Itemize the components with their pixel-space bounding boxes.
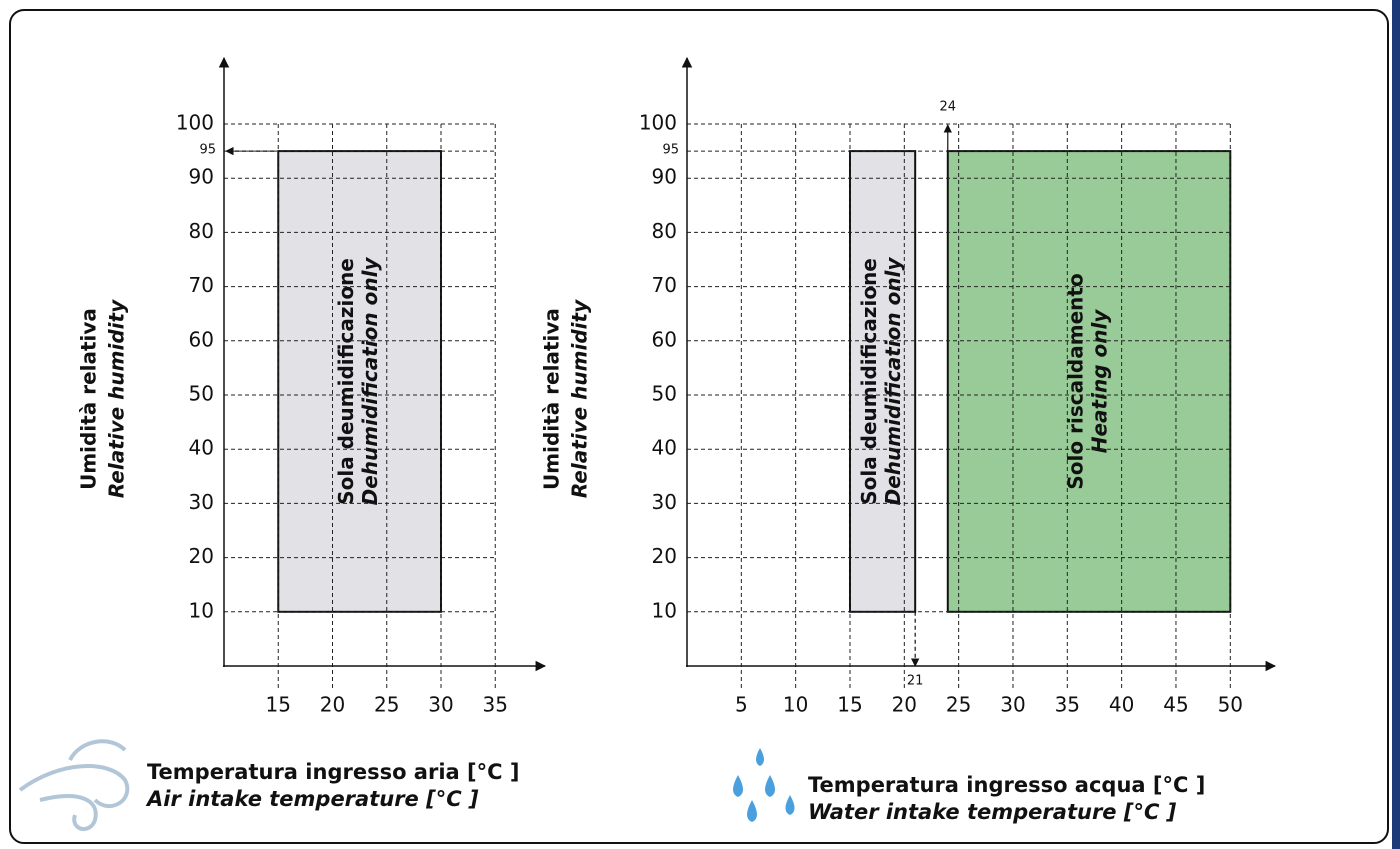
region-label: Heating only: [1088, 309, 1112, 454]
y-tick-label: 50: [652, 382, 677, 406]
region: [277, 150, 442, 613]
x-tick-label: 30: [1000, 693, 1025, 717]
y-tick-label: 40: [652, 436, 677, 460]
x-tick-label: 25: [946, 693, 971, 717]
y-tick-label: 20: [652, 544, 677, 568]
y-axis-title: Relative humidity: [105, 299, 129, 498]
y-tick-label: 100: [639, 111, 677, 135]
y-tick-label: 80: [189, 219, 214, 243]
y-tick-label: 20: [189, 544, 214, 568]
y-tick-label: 30: [652, 490, 677, 514]
water-icon: [733, 748, 795, 822]
y-axis-title: Relative humidity: [568, 299, 592, 498]
y-tick-label: 60: [652, 327, 677, 351]
annotation-label: 21: [907, 674, 924, 689]
x-axis-title: Air intake temperature [°C ]: [145, 787, 479, 811]
y-tick-label: 40: [189, 436, 214, 460]
region-label: Dehumidification only: [881, 257, 905, 506]
region-label: Sola deumidificazione: [334, 258, 358, 505]
y-tick-label: 10: [189, 598, 214, 622]
x-tick-label: 45: [1163, 693, 1188, 717]
y-tick-label: 50: [189, 382, 214, 406]
x-tick-label: 20: [320, 693, 345, 717]
air-icon: [18, 739, 130, 831]
x-axis-title: Temperatura ingresso acqua [°C ]: [808, 773, 1205, 797]
region-label: Sola deumidificazione: [857, 258, 881, 505]
x-tick-label: 5: [735, 693, 748, 717]
x-axis-title: Water intake temperature [°C ]: [808, 800, 1177, 824]
x-tick-label: 40: [1109, 693, 1134, 717]
x-tick-label: 10: [783, 693, 808, 717]
region: [848, 150, 917, 613]
annotation-label: 95: [199, 143, 216, 158]
x-tick-label: 35: [483, 693, 508, 717]
y-axis-title: Umidità relativa: [77, 308, 101, 490]
annotation-label: 24: [940, 100, 957, 115]
x-tick-label: 50: [1218, 693, 1243, 717]
x-tick-label: 20: [892, 693, 917, 717]
x-tick-label: 15: [266, 693, 291, 717]
y-tick-label: 10: [652, 598, 677, 622]
x-tick-label: 30: [428, 693, 453, 717]
edge-strip: [1392, 0, 1400, 849]
y-tick-label: 70: [652, 273, 677, 297]
y-tick-label: 90: [189, 165, 214, 189]
x-tick-label: 35: [1055, 693, 1080, 717]
y-tick-label: 30: [189, 490, 214, 514]
region: [946, 150, 1232, 613]
x-tick-label: 25: [374, 693, 399, 717]
x-axis-title: Temperatura ingresso aria [°C ]: [147, 760, 519, 784]
y-tick-label: 60: [189, 327, 214, 351]
y-tick-label: 90: [652, 165, 677, 189]
region-label: Solo riscaldamento: [1064, 273, 1088, 489]
annotation-label: 95: [662, 143, 679, 158]
y-tick-label: 80: [652, 219, 677, 243]
y-tick-label: 100: [176, 111, 214, 135]
y-tick-label: 70: [189, 273, 214, 297]
y-axis-title: Umidità relativa: [540, 308, 564, 490]
region-label: Dehumidification only: [358, 257, 382, 506]
x-tick-label: 15: [837, 693, 862, 717]
